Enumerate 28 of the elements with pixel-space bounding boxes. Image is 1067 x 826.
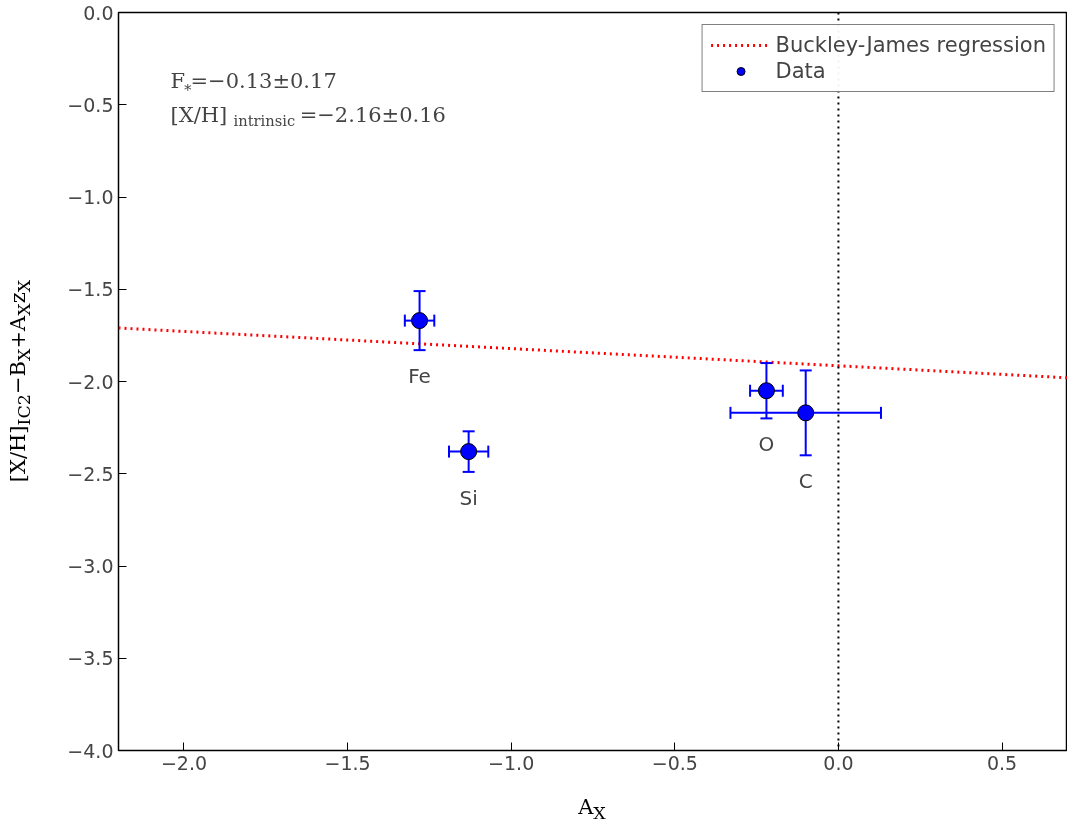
- y-tick-label: −2.0: [67, 370, 114, 393]
- annotation: O: [758, 432, 775, 457]
- x-tick-label: 0.0: [823, 751, 854, 774]
- x-tick-label: −0.5: [651, 751, 698, 774]
- y-tick-label: −0.5: [67, 93, 114, 116]
- point: [460, 443, 478, 461]
- annotation: Si: [459, 485, 478, 510]
- legend-label: Data: [775, 59, 826, 83]
- x-tick-label: 0.5: [986, 751, 1018, 774]
- x-tick-label: −2.0: [160, 751, 208, 774]
- annotation: Fe: [408, 364, 431, 389]
- y-tick-label: −3.5: [67, 647, 114, 670]
- legend-label: Buckley-James regression: [775, 33, 1046, 57]
- x-tick-label: −1.0: [488, 751, 535, 774]
- y-tick-label: −3.0: [67, 555, 114, 577]
- y-tick-label: −4.0: [67, 739, 114, 762]
- y-tick-label: −1.0: [67, 186, 114, 208]
- x-axis-title: A$_{X}$: [578, 794, 606, 826]
- y-tick-label: 0.0: [83, 1, 114, 24]
- point: [757, 382, 775, 400]
- y-tick-label: −2.5: [67, 462, 114, 485]
- y-tick-label: −1.5: [67, 278, 114, 301]
- point: [411, 312, 429, 330]
- annotation: [X/H]intrinsic=−2.16±0.16: [170, 102, 446, 130]
- annotation: F∗=−0.13±0.17: [170, 68, 337, 96]
- point: [797, 404, 815, 422]
- x-tick-label: −1.5: [324, 751, 371, 774]
- annotation: C: [798, 469, 813, 494]
